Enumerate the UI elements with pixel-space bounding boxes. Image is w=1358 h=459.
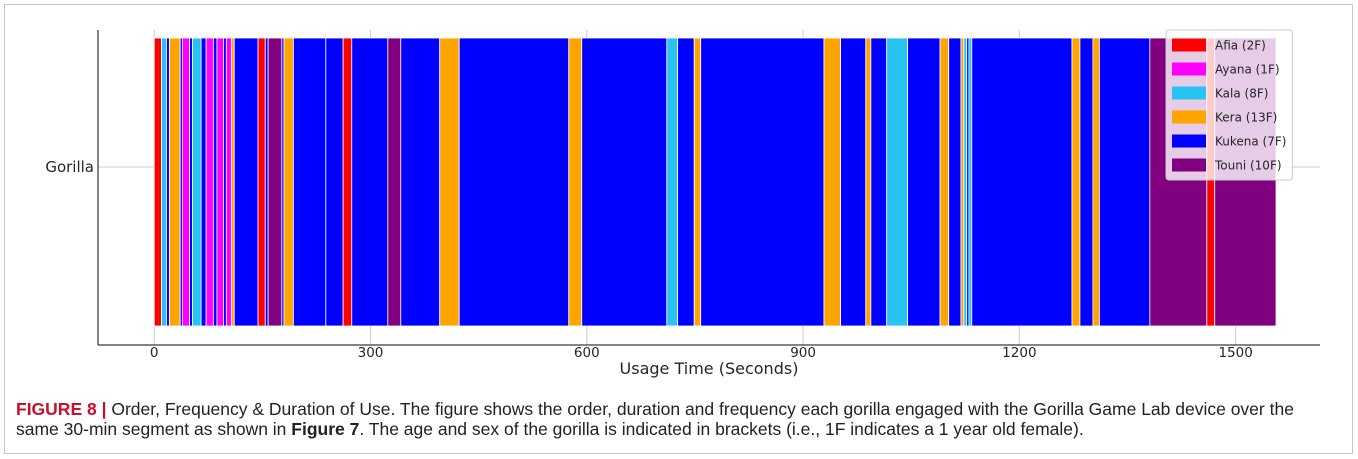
bar-segment — [840, 37, 867, 327]
usage-chart: 0 300 600 900 1200 1500 Gorilla Usage Time (S… — [45, 29, 1320, 378]
figure-frame — [4, 4, 1353, 454]
tick-layer: 0 300 600 900 1200 1500 — [150, 345, 1253, 361]
legend-swatch — [1172, 38, 1206, 52]
bar-segment — [939, 37, 950, 327]
x-tick-label: 0 — [150, 345, 159, 361]
legend-box — [1165, 29, 1293, 181]
bar-segment — [325, 37, 344, 327]
bar-segment — [212, 37, 218, 327]
bar-segment — [342, 37, 353, 327]
legend-swatch — [1172, 86, 1206, 100]
bar-segment — [1079, 37, 1094, 327]
bar-segment — [351, 37, 389, 327]
bar-segment — [968, 37, 973, 327]
bar-segment — [200, 37, 207, 327]
figure-caption: FIGURE 8 | Order, Frequency & Duration o… — [16, 399, 1346, 439]
bar-segment — [948, 37, 962, 327]
legend-entry: Kera (13F) — [1172, 110, 1277, 125]
caption-text-2: same 30-min segment as shown in — [16, 419, 287, 439]
bar-segment — [693, 37, 702, 327]
bar-segment — [971, 37, 1073, 327]
legend-entry: Ayana (1F) — [1172, 62, 1280, 77]
bar-segment — [865, 37, 872, 327]
bar-segment — [907, 37, 941, 327]
bar-segment — [230, 37, 235, 327]
bar-segment — [283, 37, 294, 327]
legend-label: Kukena (7F) — [1215, 135, 1286, 149]
legend-label: Afia (2F) — [1215, 39, 1266, 53]
y-category-label: Gorilla — [45, 158, 94, 176]
bar-segment — [233, 37, 259, 327]
x-axis-label: Usage Time (Seconds) — [620, 359, 799, 378]
bar-segment — [823, 37, 841, 327]
legend-label: Touni (10F) — [1214, 159, 1282, 173]
bar-segment — [870, 37, 888, 327]
legend-swatch — [1172, 62, 1206, 76]
bar-segment — [1098, 37, 1151, 327]
bar-segment — [153, 37, 162, 327]
legend-swatch — [1172, 110, 1206, 124]
bar-segment — [192, 37, 202, 327]
legend-label: Ayana (1F) — [1215, 63, 1280, 77]
legend-entry: Afia (2F) — [1172, 38, 1266, 53]
legend-label: Kera (13F) — [1215, 111, 1277, 125]
x-tick-label: 300 — [358, 345, 384, 361]
bar-segment — [568, 37, 583, 327]
legend: Afia (2F) Ayana (1F) Kala (8F) Kera (13F) Ku… — [1165, 29, 1293, 181]
bar-segment — [677, 37, 695, 327]
legend-label: Kala (8F) — [1215, 87, 1268, 101]
bar-segment — [700, 37, 825, 327]
bar-segment — [387, 37, 402, 327]
bar-segment — [963, 37, 968, 327]
bar-segment — [216, 37, 224, 327]
figure-label: FIGURE 8 | — [16, 399, 107, 419]
bar-segment — [400, 37, 441, 327]
bar-segment — [267, 37, 283, 327]
figure-title: Order, Frequency & Duration of Use. — [111, 399, 396, 419]
bar-segment — [1071, 37, 1081, 327]
bar-segment — [458, 37, 570, 327]
caption-line-2: same 30-min segment as shown in Figure 7… — [16, 419, 1346, 439]
legend-entry: Kukena (7F) — [1172, 134, 1286, 149]
bar-layer — [153, 37, 1277, 327]
legend-swatch — [1172, 134, 1206, 148]
bar-segment — [161, 37, 167, 327]
figure-reference-link[interactable]: Figure 7 — [291, 419, 360, 439]
bar-segment — [292, 37, 327, 327]
bar-segment — [666, 37, 679, 327]
bar-segment — [257, 37, 266, 327]
bar-segment — [205, 37, 214, 327]
bar-segment — [1092, 37, 1100, 327]
bar-segment — [581, 37, 668, 327]
legend-swatch — [1172, 158, 1206, 172]
bar-segment — [166, 37, 170, 327]
bar-segment — [439, 37, 460, 327]
bar-segment — [189, 37, 193, 327]
legend-entry: Kala (8F) — [1172, 86, 1268, 101]
caption-text-1: The figure shows the order, duration and… — [399, 399, 1294, 419]
legend-entry: Touni (10F) — [1172, 158, 1282, 173]
bar-segment — [225, 37, 232, 327]
bar-segment — [223, 37, 227, 327]
bar-segment — [181, 37, 190, 327]
bar-segment — [168, 37, 181, 327]
axes — [97, 30, 1320, 346]
x-tick-label: 600 — [574, 345, 600, 361]
x-tick-label: 1500 — [1218, 345, 1252, 361]
caption-text-3: . The age and sex of the gorilla is indi… — [359, 419, 1084, 439]
x-tick-label: 900 — [790, 345, 816, 361]
x-tick-label: 1200 — [1002, 345, 1036, 361]
caption-line-1: FIGURE 8 | Order, Frequency & Duration o… — [16, 399, 1346, 419]
bar-segment — [960, 37, 965, 327]
bar-segment — [264, 37, 269, 327]
bar-segment — [886, 37, 909, 327]
